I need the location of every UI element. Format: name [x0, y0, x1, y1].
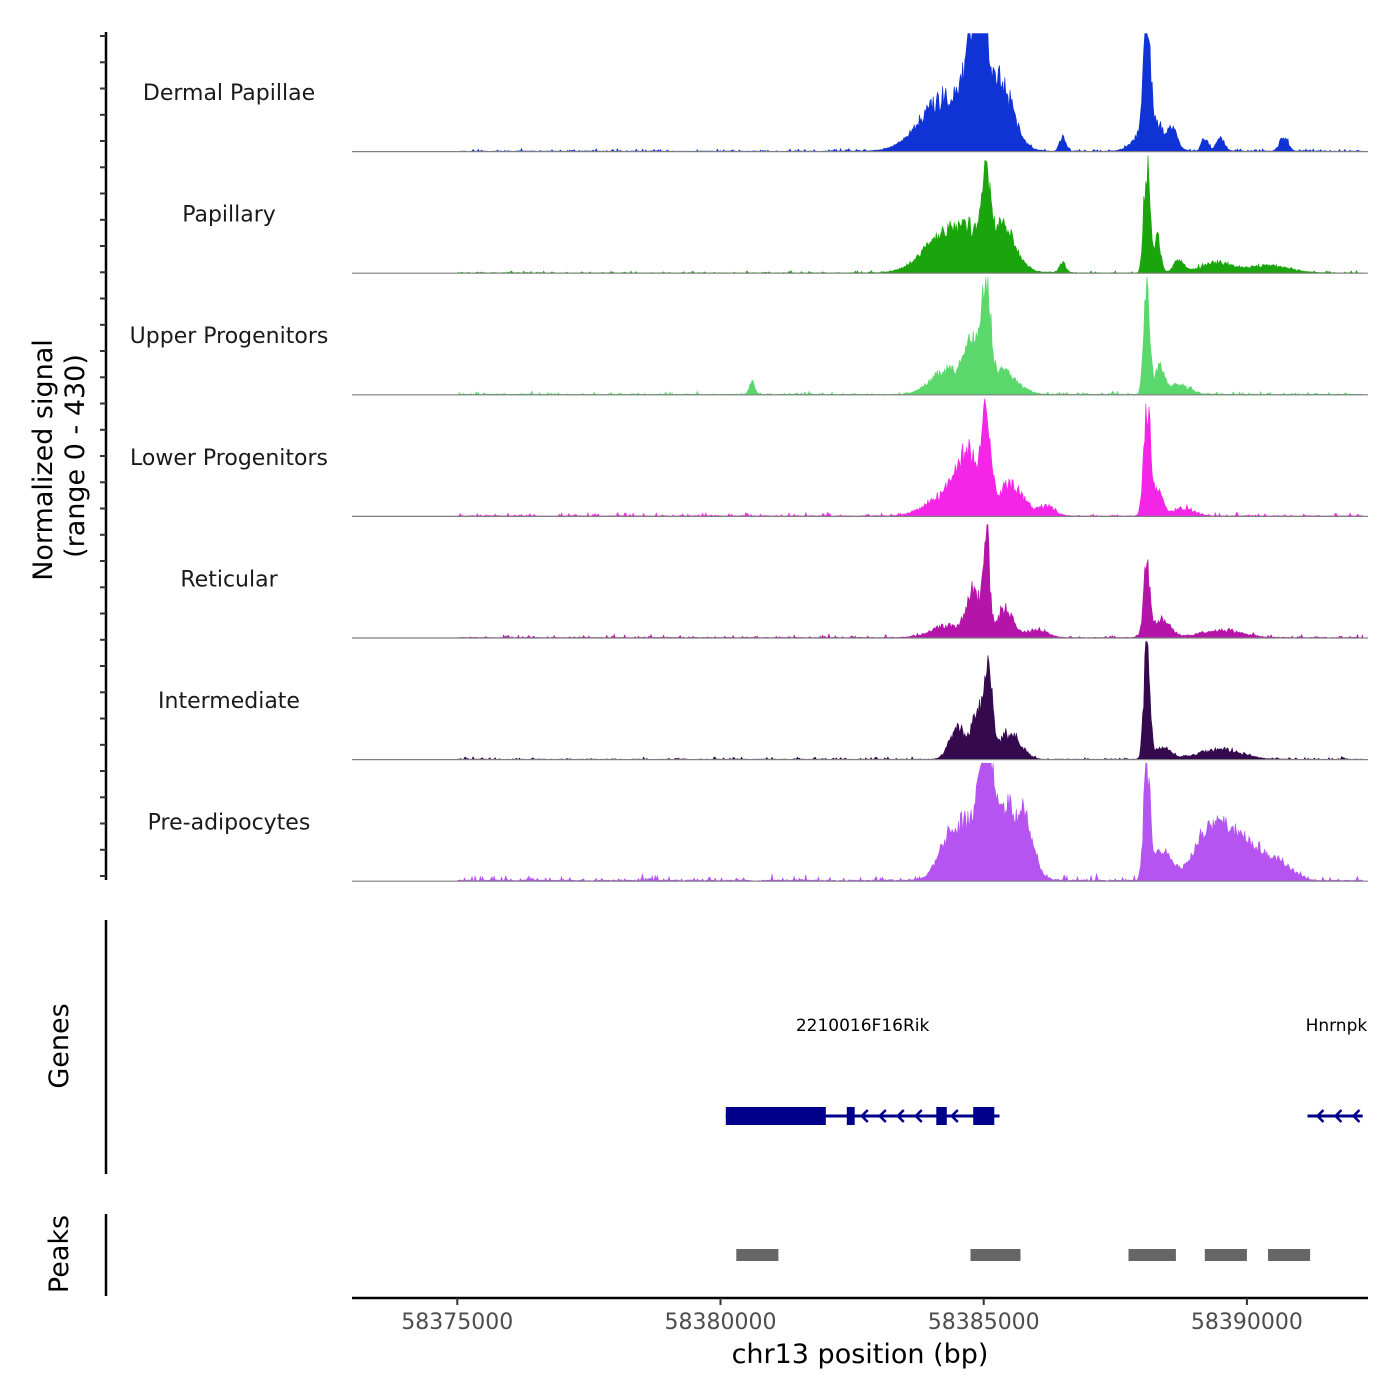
strand-arrow: [913, 1109, 923, 1123]
strand-arrow: [1333, 1109, 1343, 1123]
track-upper-progenitors: Upper Progenitors: [130, 276, 1368, 396]
gene-hnrnpk: Hnrnpk: [1306, 1016, 1368, 1123]
track-papillary: Papillary: [182, 155, 1368, 274]
coverage-area: [457, 762, 1363, 882]
x-tick-label: 58390000: [1191, 1310, 1303, 1335]
strand-arrow: [1315, 1109, 1325, 1123]
genes-panel: 2210016F16Rik Hnrnpk: [725, 1016, 1368, 1125]
gene-label: 2210016F16Rik: [796, 1016, 930, 1036]
genes-panel-title: Genes: [44, 1003, 75, 1088]
track-label: Upper Progenitors: [130, 324, 329, 349]
strand-arrow: [949, 1109, 959, 1123]
coverage-area: [457, 523, 1363, 639]
gene-exon: [973, 1107, 995, 1125]
gene-label: Hnrnpk: [1306, 1016, 1368, 1036]
peak-region: [736, 1249, 779, 1261]
coverage-tracks: Dermal Papillae Papillary Upper Progenitor…: [130, 33, 1368, 882]
peak-region: [970, 1249, 1021, 1261]
strand-arrow: [859, 1109, 869, 1123]
strand-arrow: [895, 1109, 905, 1123]
gene-2210016f16rik: 2210016F16Rik: [725, 1016, 1000, 1125]
track-pre-adipocytes: Pre-adipocytes: [148, 762, 1368, 882]
track-label: Reticular: [180, 567, 278, 592]
x-tick-label: 58385000: [928, 1310, 1040, 1335]
strand-arrow: [1351, 1109, 1361, 1123]
gene-exon: [936, 1107, 947, 1125]
peaks-panel-title: Peaks: [44, 1215, 75, 1293]
track-lower-progenitors: Lower Progenitors: [130, 398, 1368, 518]
gene-exon: [846, 1107, 855, 1125]
track-label: Papillary: [182, 203, 276, 228]
strand-arrow: [877, 1109, 887, 1123]
track-label: Lower Progenitors: [130, 446, 328, 471]
track-label: Pre-adipocytes: [148, 811, 311, 836]
panel-axes: [100, 32, 108, 1296]
track-reticular: Reticular: [180, 523, 1368, 639]
peak-region: [1204, 1249, 1247, 1261]
y-axis-title-line1: Normalized signal: [28, 339, 59, 581]
track-dermal-papillae: Dermal Papillae: [143, 33, 1368, 153]
peak-region: [1128, 1249, 1176, 1261]
x-tick-label: 58375000: [401, 1310, 513, 1335]
peaks-panel: [736, 1249, 1311, 1261]
y-axis-title-line2: (range 0 - 430): [60, 354, 91, 558]
track-label: Intermediate: [158, 689, 300, 714]
peak-region: [1268, 1249, 1311, 1261]
track-label: Dermal Papillae: [143, 81, 315, 106]
x-axis: 58375000 58380000 58385000 58390000: [352, 1296, 1368, 1335]
gene-exon: [725, 1107, 826, 1125]
x-axis-title: chr13 position (bp): [732, 1339, 989, 1370]
track-intermediate: Intermediate: [158, 641, 1368, 761]
x-tick-label: 58380000: [665, 1310, 777, 1335]
